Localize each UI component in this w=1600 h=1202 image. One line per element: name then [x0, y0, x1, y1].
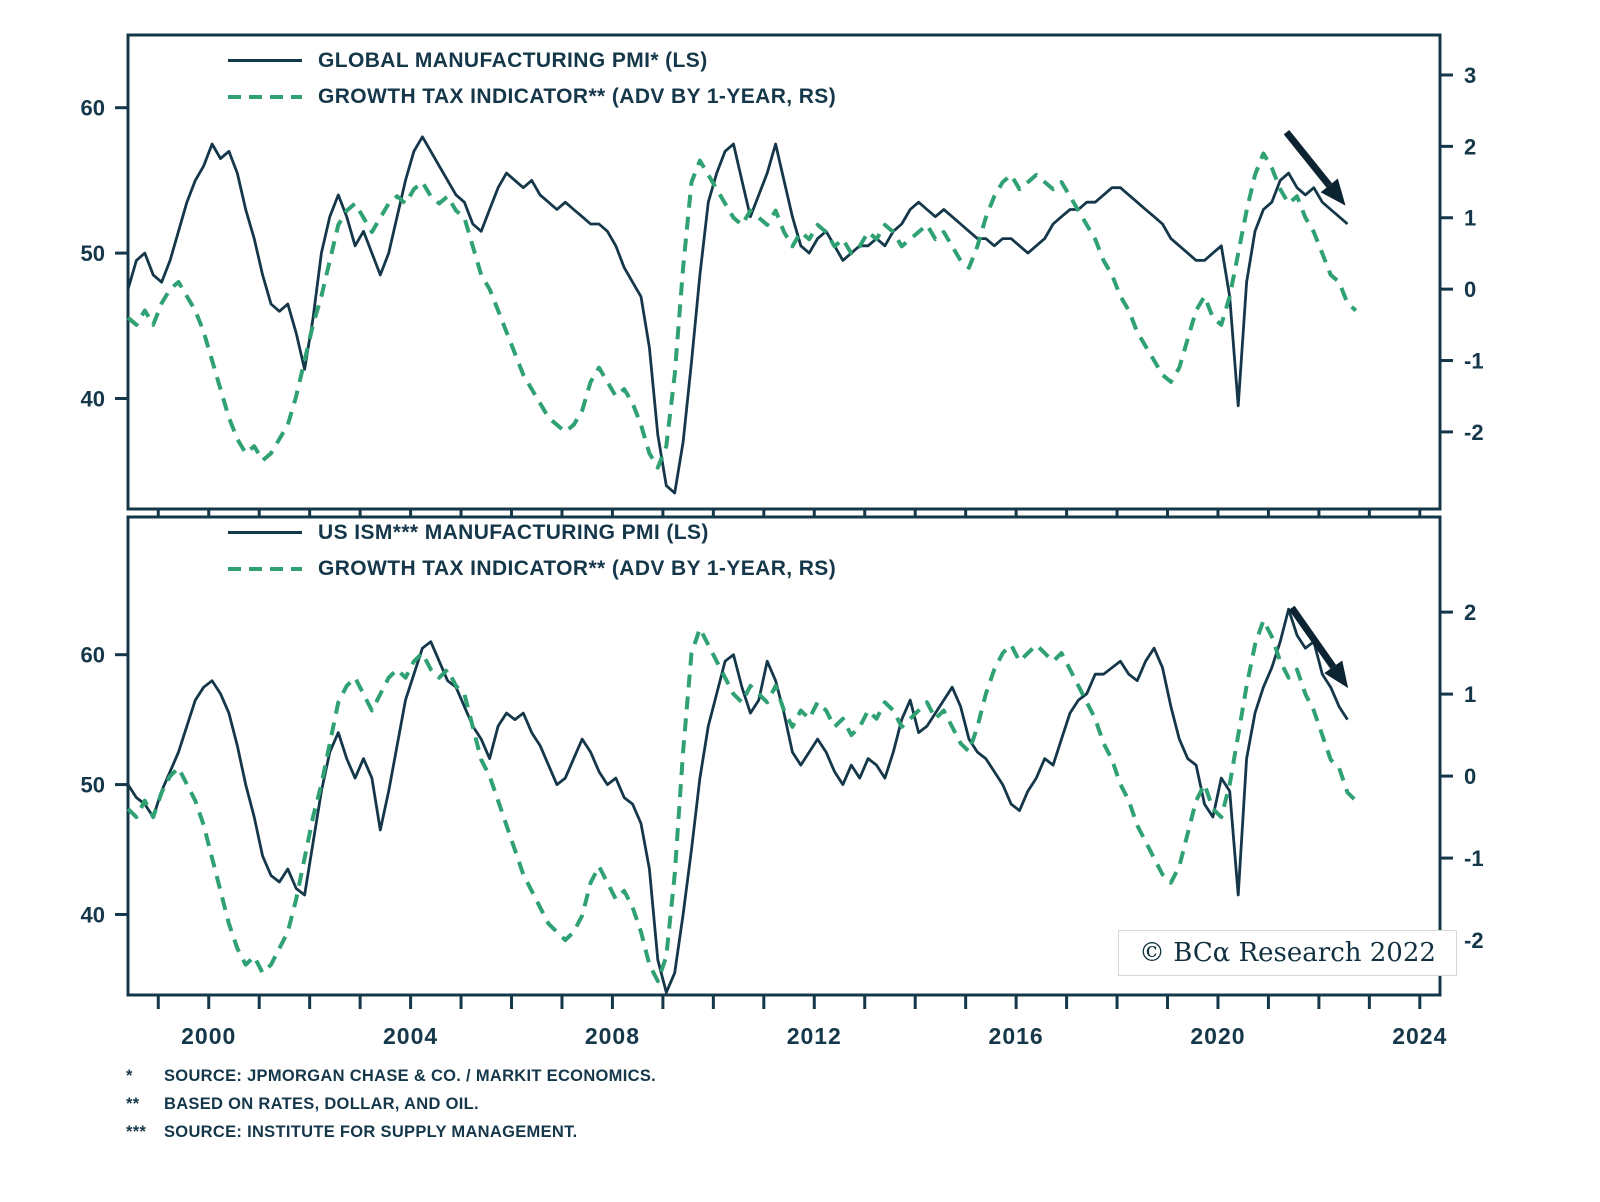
footnote-source-markit: * SOURCE: JPMORGAN CHASE & CO. / MARKIT …: [126, 1062, 656, 1090]
right-tick-label: -1: [1464, 349, 1484, 374]
top-x-axis: [156, 509, 1422, 516]
legend-label-growth-tax-top: GROWTH TAX INDICATOR** (ADV BY 1-YEAR, R…: [318, 84, 837, 108]
footnote-text: SOURCE: INSTITUTE FOR SUPPLY MANAGEMENT.: [164, 1123, 578, 1141]
down-arrow-annotation: [1288, 605, 1349, 689]
bottom-left-axis: 60 50 40: [81, 643, 128, 927]
legend-entry-us-ism: US ISM*** MANUFACTURING PMI (LS): [228, 520, 836, 545]
footnote-marker: *: [126, 1067, 133, 1085]
right-tick-label: 1: [1464, 206, 1476, 231]
bottom-frame: [126, 515, 1442, 997]
x-tick-label: 2004: [383, 1023, 438, 1049]
pmi-line: [126, 607, 1349, 994]
x-tick-label: 2012: [787, 1023, 842, 1049]
right-tick-label: -2: [1464, 928, 1484, 953]
legend-bottom: US ISM*** MANUFACTURING PMI (LS) GROWTH …: [228, 520, 836, 581]
footnote-marker: **: [126, 1095, 140, 1113]
right-tick-label: 1: [1464, 682, 1476, 707]
bottom-right-axis: 2 1 0 -1 -2: [1440, 600, 1484, 953]
bca-research-watermark: © BCα Research 2022: [1118, 930, 1457, 976]
right-tick-label: 3: [1464, 63, 1476, 88]
left-tick-label: 60: [81, 643, 105, 668]
legend-entry-global-pmi: GLOBAL MANUFACTURING PMI* (LS): [228, 48, 836, 73]
legend-entry-growth-tax-bottom: GROWTH TAX INDICATOR** (ADV BY 1-YEAR, R…: [228, 556, 836, 581]
right-tick-label: -1: [1464, 846, 1484, 871]
legend-solid-line-swatch: [228, 531, 302, 534]
legend-label-growth-tax-bottom: GROWTH TAX INDICATOR** (ADV BY 1-YEAR, R…: [318, 556, 837, 580]
left-tick-label: 40: [81, 902, 105, 927]
growth-tax-line: [126, 618, 1358, 984]
right-tick-label: 0: [1464, 277, 1476, 302]
right-tick-label: 0: [1464, 764, 1476, 789]
top-panel: 60 50 40 3 2 1 0 -1 -2: [81, 33, 1484, 516]
top-right-axis: 3 2 1 0 -1 -2: [1440, 63, 1484, 445]
x-tick-label: 2008: [585, 1023, 640, 1049]
growth-tax-line: [126, 151, 1358, 470]
left-tick-label: 50: [81, 241, 105, 266]
x-tick-label: 2020: [1190, 1023, 1245, 1049]
right-tick-label: 2: [1464, 134, 1476, 159]
left-tick-label: 40: [81, 386, 105, 411]
legend-label-global-pmi: GLOBAL MANUFACTURING PMI* (LS): [318, 48, 708, 72]
bottom-x-axis: 2000 2004 2008 2012 2016 2020 2024: [156, 995, 1447, 1049]
footnote-source-ism: *** SOURCE: INSTITUTE FOR SUPPLY MANAGEM…: [126, 1118, 656, 1146]
bottom-panel: 60 50 40 2 1 0 -1 -2 2000 2004 2008 2012 2016 2020 202…: [81, 515, 1484, 1049]
legend-entry-growth-tax-top: GROWTH TAX INDICATOR** (ADV BY 1-YEAR, R…: [228, 84, 836, 109]
footnotes: * SOURCE: JPMORGAN CHASE & CO. / MARKIT …: [126, 1062, 656, 1146]
legend-top: GLOBAL MANUFACTURING PMI* (LS) GROWTH TA…: [228, 48, 836, 109]
left-tick-label: 60: [81, 96, 105, 121]
x-tick-label: 2024: [1392, 1023, 1447, 1049]
legend-dashed-line-swatch: [228, 566, 302, 571]
footnote-text: BASED ON RATES, DOLLAR, AND OIL.: [164, 1095, 479, 1113]
legend-dashed-line-swatch: [228, 94, 302, 99]
right-tick-label: -2: [1464, 420, 1484, 445]
x-tick-label: 2000: [181, 1023, 236, 1049]
left-tick-label: 50: [81, 773, 105, 798]
top-left-axis: 60 50 40: [81, 96, 128, 411]
legend-label-us-ism: US ISM*** MANUFACTURING PMI (LS): [318, 520, 709, 544]
footnote-text: SOURCE: JPMORGAN CHASE & CO. / MARKIT EC…: [164, 1067, 657, 1085]
pmi-line: [126, 135, 1349, 495]
footnote-marker: ***: [126, 1123, 147, 1141]
down-arrow-annotation: [1283, 129, 1346, 206]
top-frame: [126, 33, 1442, 511]
legend-solid-line-swatch: [228, 59, 302, 62]
x-tick-label: 2016: [989, 1023, 1044, 1049]
right-tick-label: 2: [1464, 600, 1476, 625]
footnote-based-on: ** BASED ON RATES, DOLLAR, AND OIL.: [126, 1090, 656, 1118]
